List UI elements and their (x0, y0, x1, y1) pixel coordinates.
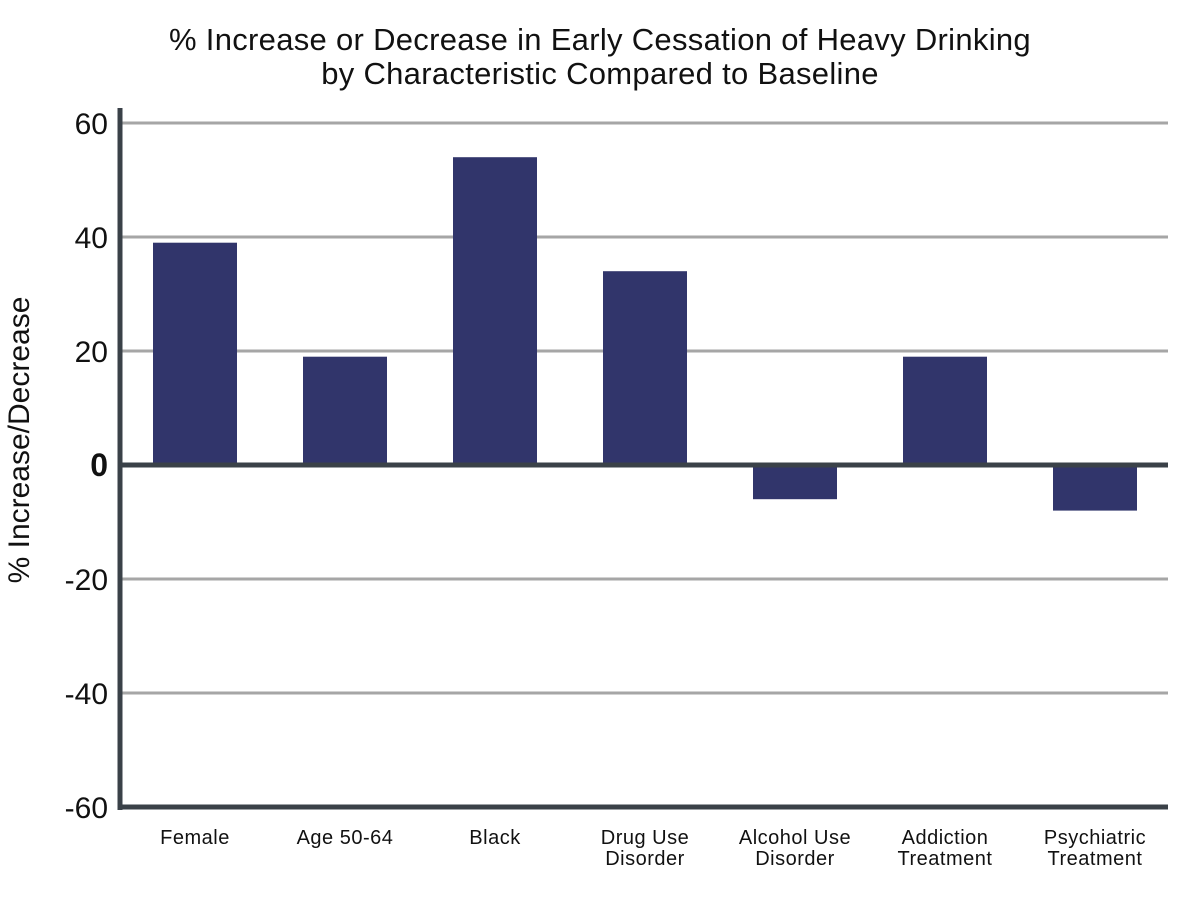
bar (303, 356, 387, 465)
bar (153, 242, 237, 465)
bar (753, 465, 837, 500)
x-tick-labels: Female Age 50-64 Black Drug UseDisorderAlco… (160, 827, 1146, 870)
y-tick-labels: 60 40 20 0 -20 -40 -60 (65, 108, 108, 825)
bar (1053, 465, 1137, 511)
x-tick-label: Disorder (605, 848, 685, 870)
x-tick-label: Female (160, 827, 230, 849)
x-tick-label: Psychiatric (1044, 827, 1146, 849)
chart-title-line-2: by Characteristic Compared to Baseline (321, 56, 879, 91)
x-tick-label: Disorder (755, 848, 835, 870)
y-tick-label: -20 (65, 564, 108, 597)
x-tick-label: Age 50-64 (297, 827, 394, 849)
chart-title-line-1: % Increase or Decrease in Early Cessatio… (169, 22, 1031, 57)
bar (603, 271, 687, 465)
y-tick-label: -40 (65, 678, 108, 711)
y-tick-label: 40 (75, 222, 108, 255)
x-tick-label: Drug Use (601, 827, 689, 849)
x-tick-label: Addiction (902, 827, 989, 849)
bar (453, 157, 537, 465)
y-tick-label: 0 (90, 447, 108, 483)
bar (903, 356, 987, 465)
y-tick-label: -60 (65, 792, 108, 825)
x-tick-label: Black (469, 827, 521, 849)
bars (153, 157, 1137, 511)
x-tick-label: Treatment (898, 848, 993, 870)
axes (117, 108, 1168, 810)
y-tick-label: 60 (75, 108, 108, 141)
x-tick-label: Alcohol Use (739, 827, 851, 849)
x-tick-label: Treatment (1048, 848, 1143, 870)
y-tick-label: 20 (75, 336, 108, 369)
